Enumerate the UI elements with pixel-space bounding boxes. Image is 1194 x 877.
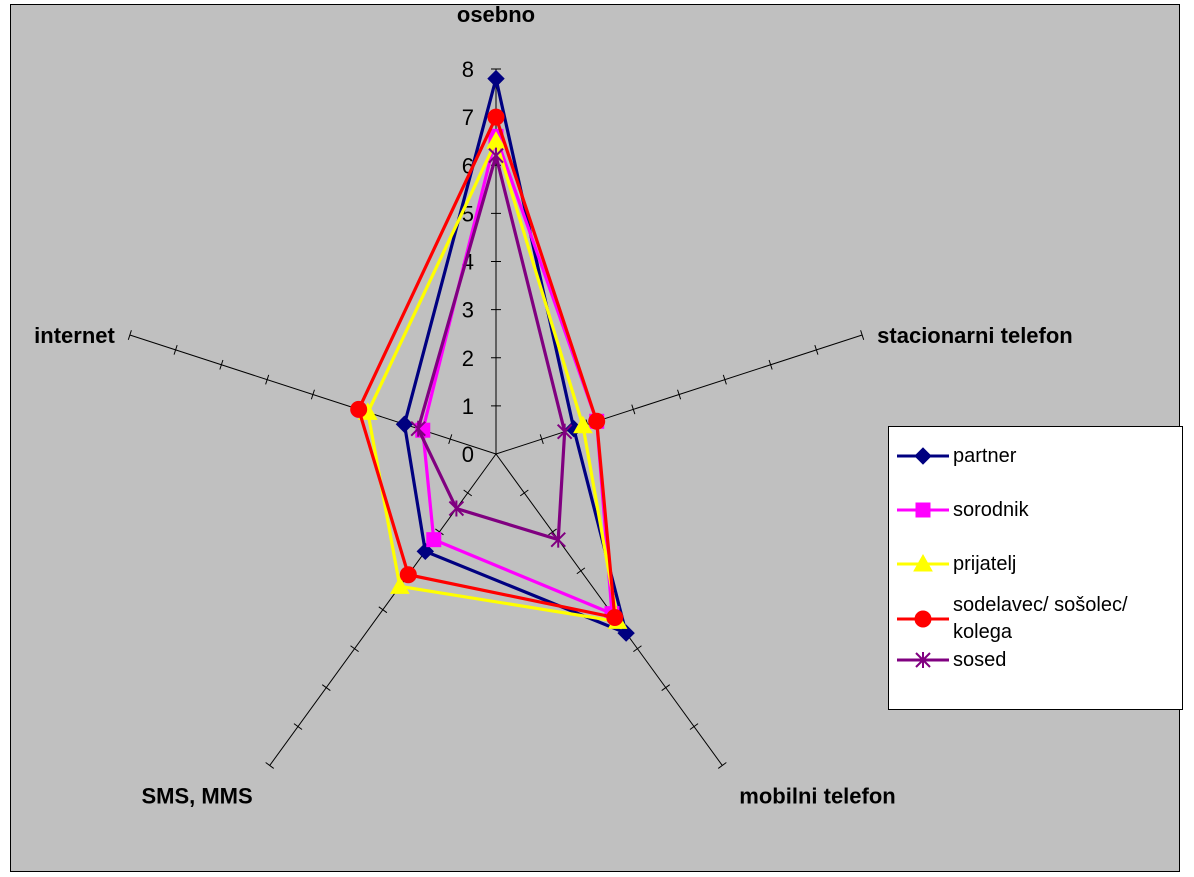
data-point-sodelavec-so-olec-kolega	[914, 610, 932, 628]
legend-item-sosed: sosed	[889, 645, 1179, 675]
axis-tick	[661, 684, 671, 691]
legend-label-sorodnik: sorodnik	[953, 499, 1029, 521]
axis-tick	[722, 374, 727, 385]
series-line-prijatelj	[366, 136, 620, 624]
axis-tick	[677, 389, 682, 400]
data-point-sosed	[556, 423, 573, 440]
legend-item-sorodnik: sorodnik	[889, 495, 1179, 525]
series-sosed	[410, 147, 573, 548]
axis-tick	[265, 374, 270, 385]
axis-tick	[310, 389, 315, 400]
axis-label-stacionarni-telefon: stacionarni telefon	[877, 323, 1073, 348]
data-point-sosed	[488, 147, 504, 164]
legend-swatch-partner	[897, 447, 949, 465]
axis-tick	[548, 528, 557, 536]
axis-tick	[463, 489, 473, 497]
axis-tick	[814, 344, 819, 355]
data-point-sosed	[448, 500, 465, 517]
series-line-sodelavec-so-olec-kolega	[356, 112, 617, 620]
legend-item-prijatelj: prijatelj	[889, 549, 1179, 579]
data-point-sodelavec-so-olec-kolega	[350, 400, 368, 418]
chart-area: 0 1 2 3 4 5 6 7 8 osebno stacionarni telefon mobiln…	[10, 4, 1183, 872]
axis-tick	[293, 723, 303, 730]
series-prijatelj	[357, 131, 628, 629]
tick-label: 2	[462, 346, 474, 371]
data-point-partner	[617, 624, 635, 642]
axis-label-osebno: osebno	[457, 5, 535, 27]
axis-tick	[321, 684, 331, 691]
data-point-partner	[395, 415, 414, 433]
legend-swatch-sosed	[897, 652, 949, 668]
data-point-sorodnik	[426, 532, 442, 548]
legend-item-sodelavec: sodelavec/ sošolec/ kolega	[889, 590, 1179, 650]
axis-tick	[768, 359, 773, 370]
axis-tick	[350, 645, 359, 653]
tick-label: 0	[462, 442, 474, 467]
legend-swatch-sodelavec	[897, 610, 949, 628]
axis-tick	[539, 434, 544, 445]
axis-tick	[860, 330, 865, 340]
legend-label-sodelavec: sodelavec/ sošolec/ kolega	[953, 594, 1128, 643]
data-point-sosed	[410, 420, 426, 437]
tick-label: 3	[462, 298, 474, 323]
axis-tick	[717, 762, 727, 769]
tick-label: 8	[462, 57, 474, 82]
axis-tick	[435, 528, 444, 536]
axis-label-sms-mms: SMS, MMS	[141, 783, 252, 808]
axis-tick	[631, 404, 636, 415]
data-point-partner	[416, 542, 434, 561]
legend-label-sosed: sosed	[953, 649, 1007, 671]
axis-tick	[173, 344, 178, 355]
tick-label: 1	[462, 394, 474, 419]
data-point-sodelavec-so-olec-kolega	[588, 412, 606, 430]
series-sorodnik	[415, 128, 620, 622]
legend-label-partner: partner	[953, 445, 1017, 467]
data-point-sodelavec-so-olec-kolega	[487, 108, 505, 126]
data-point-sodelavec-so-olec-kolega	[399, 566, 417, 584]
axis-tick	[689, 723, 699, 730]
data-point-sodelavec-so-olec-kolega	[606, 609, 624, 627]
data-point-prijatelj	[913, 553, 933, 572]
axis-tick	[219, 359, 224, 370]
axis-label-internet: internet	[34, 323, 115, 348]
axis-tick	[265, 762, 275, 769]
legend-swatch-sorodnik	[897, 502, 949, 518]
legend-label-prijatelj: prijatelj	[953, 553, 1017, 575]
legend-item-partner: partner	[889, 441, 1179, 471]
tick-label: 7	[462, 105, 474, 130]
series-partner	[395, 69, 635, 642]
axis-tick	[576, 567, 586, 575]
axis-tick	[448, 434, 453, 445]
data-point-prijatelj	[389, 576, 410, 594]
axis-tick	[127, 330, 132, 340]
axis-label-mobilni-telefon: mobilni telefon	[739, 783, 895, 808]
series-sodelavec-so-olec-kolega	[350, 108, 624, 627]
data-point-prijatelj	[573, 415, 593, 434]
axis-tick	[378, 606, 388, 614]
axis-tick	[519, 489, 529, 497]
axis-tick	[633, 645, 642, 653]
legend: partner sorodnik prijatelj sodelavec/ so…	[888, 426, 1183, 710]
series-line-partner	[402, 78, 629, 636]
legend-swatch-prijatelj	[897, 553, 949, 572]
data-point-sosed	[915, 652, 931, 668]
series-line-sosed	[416, 149, 567, 542]
data-point-partner	[487, 69, 505, 88]
data-point-partner	[914, 447, 932, 465]
data-point-sosed	[550, 531, 566, 548]
data-point-sorodnik	[915, 502, 931, 518]
